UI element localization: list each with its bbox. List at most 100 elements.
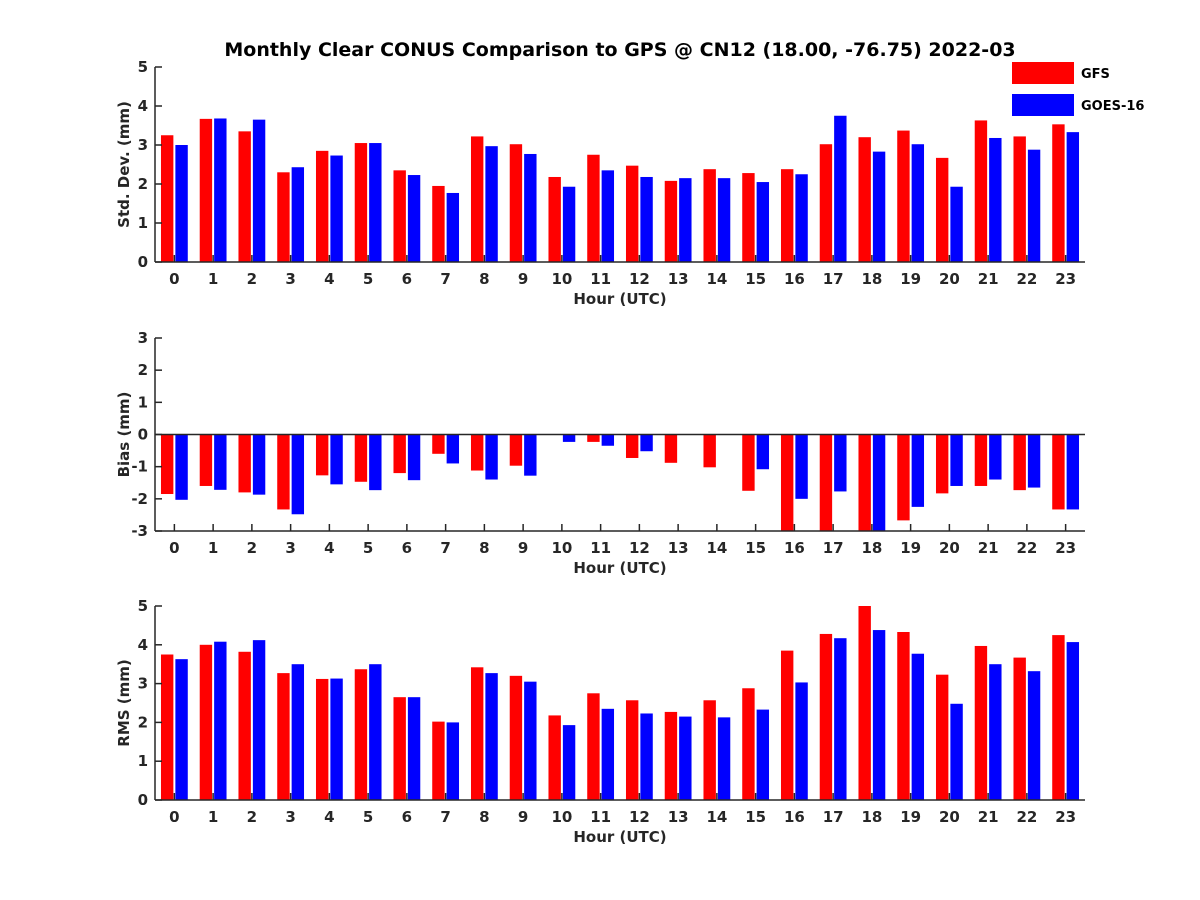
y-tick-label: 4	[138, 636, 148, 654]
legend-label: GOES-16	[1081, 99, 1144, 114]
bar-gfs-hour-12	[625, 165, 639, 262]
bar-gfs-hour-19	[897, 632, 910, 800]
x-tick-label: 14	[706, 539, 727, 557]
x-tick-label: 0	[169, 808, 179, 826]
bar-goes-16-hour-11	[601, 434, 615, 446]
bar-goes-16-hour-5	[369, 664, 382, 800]
bar-gfs-hour-23	[1052, 434, 1065, 510]
bar-gfs-hour-3	[277, 673, 290, 800]
y-tick-label: 1	[138, 752, 148, 770]
bar-gfs-hour-23	[1052, 124, 1065, 262]
bar-gfs-hour-14	[703, 169, 716, 262]
x-tick-label: 4	[324, 270, 334, 288]
x-tick-label: 3	[285, 808, 295, 826]
bar-goes-16-hour-1	[214, 118, 227, 262]
bar-goes-16-hour-9	[524, 681, 537, 800]
bar-gfs-hour-8	[470, 434, 484, 471]
x-tick-label: 9	[518, 539, 528, 557]
x-tick-label: 20	[939, 808, 960, 826]
y-tick-label: 0	[138, 791, 148, 809]
x-tick-label: 14	[706, 270, 727, 288]
x-tick-label: 18	[861, 539, 882, 557]
x-tick-label: 5	[363, 270, 373, 288]
bar-gfs-hour-9	[509, 675, 523, 800]
bar-gfs-hour-1	[199, 118, 213, 263]
x-tick-label: 12	[629, 808, 650, 826]
x-tick-label: 22	[1016, 539, 1037, 557]
bar-gfs-hour-13	[664, 711, 678, 800]
bar-goes-16-hour-22	[1027, 149, 1041, 262]
bar-goes-16-hour-19	[911, 144, 925, 262]
bar-goes-16-hour-20	[950, 703, 963, 800]
x-tick-label: 17	[823, 808, 844, 826]
bar-goes-16-hour-16	[795, 682, 808, 800]
bar-gfs-hour-15	[742, 173, 755, 262]
x-tick-label: 14	[706, 808, 727, 826]
bar-gfs-hour-17	[819, 633, 833, 800]
x-tick-label: 12	[629, 539, 650, 557]
bar-goes-16-hour-2	[252, 640, 266, 800]
bar-gfs-hour-6	[393, 170, 406, 262]
bar-goes-16-hour-17	[834, 638, 847, 800]
x-tick-label: 21	[978, 539, 999, 557]
x-tick-label: 5	[363, 539, 373, 557]
bar-goes-16-hour-8	[485, 434, 498, 480]
x-tick-label: 0	[169, 539, 179, 557]
bar-gfs-hour-8	[470, 136, 484, 262]
x-tick-label: 19	[900, 539, 921, 557]
x-tick-label: 2	[247, 539, 257, 557]
x-tick-label: 19	[900, 808, 921, 826]
y-tick-label: 3	[138, 675, 148, 693]
bar-gfs-hour-5	[354, 669, 368, 800]
bar-gfs-hour-2	[238, 434, 251, 493]
x-tick-label: 8	[479, 539, 489, 557]
x-tick-label: 9	[518, 270, 528, 288]
x-tick-label: 15	[745, 270, 766, 288]
y-tick-label: 2	[138, 361, 148, 379]
bar-gfs-hour-11	[587, 434, 600, 442]
bar-gfs-hour-17	[819, 434, 833, 531]
x-tick-label: 1	[208, 270, 218, 288]
x-tick-label: 17	[823, 539, 844, 557]
bar-goes-16-hour-4	[330, 678, 343, 800]
bar-goes-16-hour-0	[175, 434, 188, 500]
bar-gfs-hour-21	[974, 120, 988, 263]
bar-goes-16-hour-16	[795, 434, 808, 499]
bar-gfs-hour-16	[780, 650, 794, 800]
bar-gfs-hour-12	[625, 434, 639, 458]
bar-gfs-hour-14	[703, 700, 716, 800]
x-tick-label: 1	[208, 808, 218, 826]
bar-gfs-hour-23	[1052, 635, 1065, 800]
x-tick-label: 12	[629, 270, 650, 288]
legend-swatch-gfs	[1012, 62, 1074, 84]
x-tick-label: 0	[169, 270, 179, 288]
bar-goes-16-hour-4	[330, 155, 343, 262]
x-tick-label: 11	[590, 270, 611, 288]
x-tick-label: 13	[668, 539, 689, 557]
x-tick-label: 17	[823, 270, 844, 288]
x-tick-label: 2	[247, 808, 257, 826]
y-tick-label: 2	[138, 175, 148, 193]
bar-gfs-hour-2	[238, 651, 251, 800]
x-tick-label: 13	[668, 808, 689, 826]
y-axis-label: Std. Dev. (mm)	[115, 101, 133, 228]
bar-goes-16-hour-13	[679, 716, 692, 800]
bar-gfs-hour-10	[548, 715, 561, 800]
legend-swatch-goes-16	[1012, 94, 1074, 116]
y-axis-label: RMS (mm)	[115, 659, 133, 746]
x-tick-label: 21	[978, 808, 999, 826]
x-tick-label: 1	[208, 539, 218, 557]
bar-goes-16-hour-2	[252, 434, 266, 495]
bar-gfs-hour-11	[587, 154, 600, 262]
x-tick-label: 18	[861, 808, 882, 826]
x-tick-label: 9	[518, 808, 528, 826]
bar-goes-16-hour-3	[291, 167, 305, 262]
x-tick-label: 4	[324, 539, 334, 557]
bar-goes-16-hour-9	[524, 434, 537, 476]
bar-gfs-hour-15	[742, 688, 755, 800]
bar-goes-16-hour-18	[872, 630, 886, 800]
